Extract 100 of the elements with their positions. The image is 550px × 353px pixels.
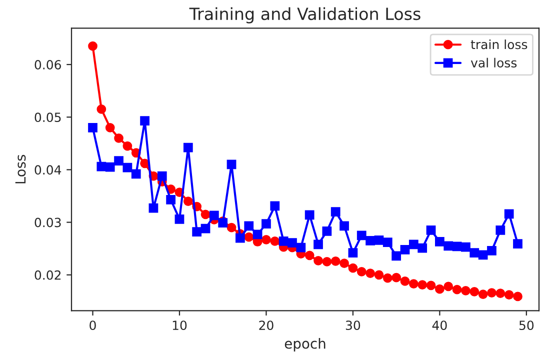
point <box>131 169 141 179</box>
point <box>330 207 340 216</box>
point <box>183 196 193 206</box>
point <box>426 225 436 235</box>
point <box>435 284 444 294</box>
legend-label: val loss <box>470 58 517 68</box>
point <box>244 221 254 231</box>
point <box>226 160 236 170</box>
point <box>408 279 418 289</box>
point <box>270 201 280 211</box>
point <box>252 230 262 240</box>
x-tick-label: 40 <box>432 320 447 330</box>
point <box>374 270 384 280</box>
point <box>444 282 454 292</box>
point <box>478 290 488 300</box>
point <box>262 219 271 229</box>
point <box>348 263 358 273</box>
x-tick-label: 20 <box>259 320 274 330</box>
point <box>236 233 245 243</box>
point <box>435 237 444 246</box>
y-tick-label: 0.06 <box>34 60 61 70</box>
point <box>340 258 349 268</box>
point <box>105 162 115 172</box>
point <box>504 209 514 219</box>
point <box>183 142 193 152</box>
point <box>392 251 402 261</box>
point <box>356 267 366 276</box>
point <box>470 248 480 258</box>
point <box>122 141 132 151</box>
point <box>356 230 366 240</box>
point <box>374 235 384 245</box>
point <box>314 256 323 266</box>
x-tick-label: 0 <box>90 320 96 330</box>
point <box>340 221 349 231</box>
point <box>157 171 167 181</box>
x-tick-label: 10 <box>172 320 187 330</box>
legend-label: train loss <box>470 39 528 50</box>
point <box>122 162 132 172</box>
y-tick-label: 0.03 <box>34 218 61 228</box>
point <box>262 234 271 244</box>
point <box>304 250 314 260</box>
point <box>496 225 506 235</box>
point <box>322 226 332 236</box>
point <box>461 242 470 252</box>
point <box>192 227 202 236</box>
point <box>504 290 514 300</box>
point <box>105 122 115 132</box>
point <box>496 288 506 298</box>
point <box>470 287 480 296</box>
point <box>400 276 410 286</box>
point <box>392 272 402 282</box>
point <box>96 104 106 114</box>
point <box>478 250 488 260</box>
point <box>304 210 314 220</box>
point <box>278 236 288 246</box>
point <box>461 286 470 296</box>
point <box>288 238 297 248</box>
point <box>487 246 496 256</box>
point <box>209 210 219 220</box>
point <box>322 257 332 266</box>
y-tick-label: 0.02 <box>34 270 61 280</box>
y-axis-title: Loss <box>15 154 26 184</box>
x-tick-label: 50 <box>519 320 534 330</box>
point <box>270 236 280 246</box>
point <box>96 162 106 172</box>
point <box>513 239 522 249</box>
point <box>174 214 184 224</box>
point <box>114 133 124 143</box>
point <box>148 203 158 213</box>
point <box>444 241 454 251</box>
point <box>226 222 236 232</box>
point <box>296 242 306 252</box>
point <box>487 288 496 298</box>
point <box>408 240 418 250</box>
point <box>314 240 323 250</box>
x-axis-title: epoch <box>284 338 326 352</box>
point <box>200 210 210 220</box>
x-tick-label: 30 <box>346 320 360 330</box>
point <box>382 238 392 247</box>
point <box>400 244 410 254</box>
point <box>200 224 210 234</box>
point <box>418 280 428 290</box>
point <box>88 41 98 51</box>
point <box>348 248 358 258</box>
point <box>114 156 124 166</box>
point <box>330 256 340 266</box>
y-tick-label: 0.05 <box>34 112 61 122</box>
point <box>166 194 176 204</box>
point <box>452 284 462 294</box>
point <box>382 273 392 283</box>
point <box>366 268 375 278</box>
point <box>513 292 522 302</box>
point <box>366 236 375 246</box>
point <box>244 232 254 242</box>
y-tick-label: 0.04 <box>34 165 62 175</box>
chart-title: Training and Validation Loss <box>189 7 420 24</box>
point <box>88 122 98 132</box>
point <box>140 116 150 126</box>
point <box>418 243 428 253</box>
point <box>426 280 436 290</box>
